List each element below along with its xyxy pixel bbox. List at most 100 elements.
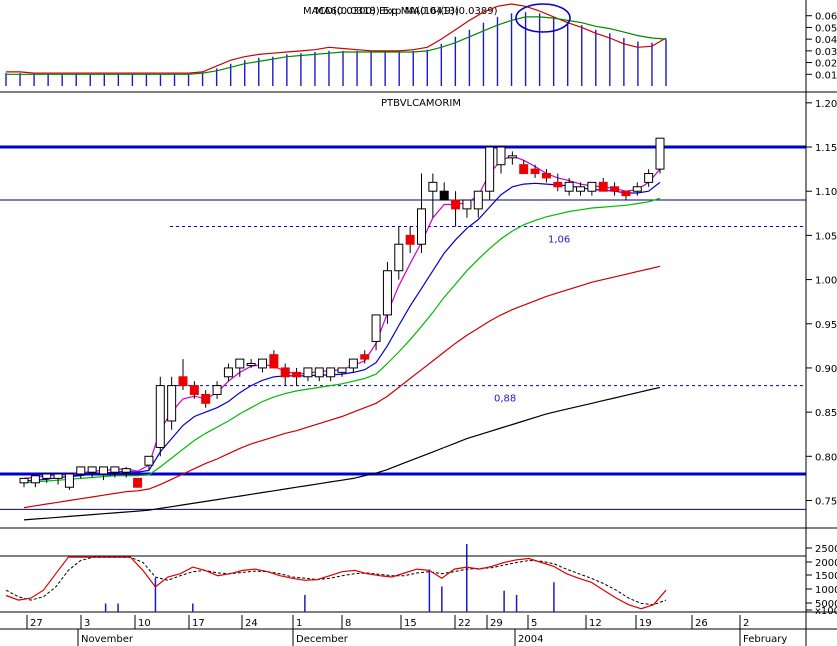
candle-up	[121, 468, 131, 473]
macd-y-tick-label: 0.01	[815, 70, 837, 81]
candle-down	[451, 199, 461, 210]
macd-title-overlay: MA6(0.0318) Exp MA(16)(9)(0.0389)	[315, 6, 498, 17]
macd-y-axis: 0.060.050.040.030.020.01	[806, 12, 837, 81]
stochastic-y-tick-label: 25000	[815, 544, 837, 555]
candle-up	[314, 367, 324, 378]
candle-up	[417, 208, 426, 245]
candle-up	[30, 475, 40, 484]
stochastic-y-tick-label: 15000	[815, 571, 837, 582]
candle-down	[519, 164, 529, 175]
ma-red-line	[23, 265, 661, 509]
macd-y-tick-label: 0.02	[815, 59, 837, 70]
price-y-tick-label: 0.80	[815, 452, 837, 463]
macd-panel: MACD(0.0300) Exp MA(0.0413) MA6(0.0318) …	[0, 3, 837, 93]
price-y-tick-label: 0.75	[815, 496, 837, 507]
month-label: November	[81, 634, 134, 645]
date-tick-label: 24	[245, 618, 258, 629]
candle-down	[598, 181, 608, 192]
stochastic-k-line	[5, 556, 667, 610]
date-tick-label: 3	[84, 618, 90, 629]
candle-down	[280, 367, 290, 378]
candle-up	[462, 199, 472, 210]
candle-down	[439, 190, 449, 201]
candle-down	[189, 385, 199, 395]
ma-green-line	[23, 197, 661, 484]
macd-y-tick-label: 0.05	[815, 23, 837, 34]
candle-up	[326, 367, 336, 378]
stochastic-d-line	[5, 556, 667, 606]
candle-up	[87, 466, 97, 473]
stochastic-y-tick-label: x100	[815, 606, 837, 617]
price-y-tick-label: 1.20	[815, 99, 837, 110]
candle-up	[473, 190, 483, 210]
macd-lines	[6, 3, 667, 75]
candle-up	[246, 363, 256, 367]
date-tick-label: 29	[490, 618, 503, 629]
candle-up	[303, 367, 313, 378]
macd-line	[6, 3, 667, 74]
macd-crossover-ellipse	[515, 3, 571, 33]
date-tick-label: 10	[138, 618, 151, 629]
date-tick-label: 26	[695, 618, 708, 629]
candle-up	[644, 173, 654, 183]
candle-up	[144, 455, 154, 466]
candle-up	[655, 137, 665, 170]
candle-up	[19, 477, 29, 484]
candle-up	[394, 243, 404, 272]
stochastic-y-tick-label: 10000	[815, 585, 837, 596]
candle-up	[587, 181, 597, 192]
date-axis: 27 3 10 17 24 1 8 15 22 29 5 12 19 26 2 November Decembe…	[0, 615, 837, 646]
candle-down	[610, 186, 620, 192]
candle-up	[235, 358, 245, 369]
macd-signal-line	[6, 16, 667, 75]
date-tick-label: 27	[30, 618, 43, 629]
candle-up	[76, 466, 86, 475]
month-label: February	[743, 634, 787, 645]
candle-up	[258, 358, 267, 369]
candle-down	[133, 477, 143, 488]
candle-up	[64, 473, 74, 488]
candle-down	[541, 173, 551, 179]
candle-down	[269, 354, 279, 369]
date-tick-label: 15	[404, 618, 417, 629]
date-tick-label: 12	[589, 618, 602, 629]
month-label: December	[296, 634, 349, 645]
date-tick-label: 1	[296, 618, 302, 629]
stochastic-y-axis: 25000 20000 15000 10000 5000x100	[806, 544, 837, 617]
candle-up	[348, 358, 358, 369]
candle-up	[337, 367, 347, 373]
macd-y-tick-label: 0.06	[815, 12, 837, 23]
price-y-tick-label: 1.10	[815, 187, 837, 198]
date-tick-label: 22	[458, 618, 471, 629]
candle-up	[382, 270, 392, 316]
candle-down	[292, 371, 302, 378]
candle-up	[632, 186, 642, 192]
candle-down	[201, 393, 211, 404]
price-title: PTBVLCAMORIM	[381, 98, 461, 109]
candle-up	[496, 146, 506, 166]
date-tick-label: 5	[531, 618, 537, 629]
price-y-tick-label: 0.95	[815, 320, 837, 331]
candle-up	[223, 367, 233, 378]
ma-long-black-line	[23, 386, 661, 521]
candle-down	[405, 234, 415, 245]
candle-up	[212, 385, 222, 395]
candle-up	[564, 181, 574, 192]
candle-up	[155, 385, 165, 448]
price-level-label: 1,06	[548, 235, 570, 246]
price-panel: PTBVLCAMORIM 1,060,88 1.201.151.101.051.…	[0, 98, 837, 529]
price-y-tick-label: 1.00	[815, 276, 837, 287]
volume-bars	[0, 544, 806, 612]
price-candles	[19, 137, 665, 490]
stochastic-panel: 25000 20000 15000 10000 5000x100	[0, 544, 837, 617]
macd-histogram	[5, 12, 667, 86]
price-y-tick-label: 0.90	[815, 364, 837, 375]
price-y-tick-label: 1.05	[815, 231, 837, 242]
stochastic-y-tick-label: 5000	[815, 599, 837, 610]
price-support-resistance-lines: 1,06 0,88	[0, 145, 806, 510]
macd-y-tick-label: 0.04	[815, 35, 837, 46]
candle-up	[110, 466, 120, 473]
candle-up	[507, 155, 517, 159]
date-tick-label: 17	[192, 618, 205, 629]
